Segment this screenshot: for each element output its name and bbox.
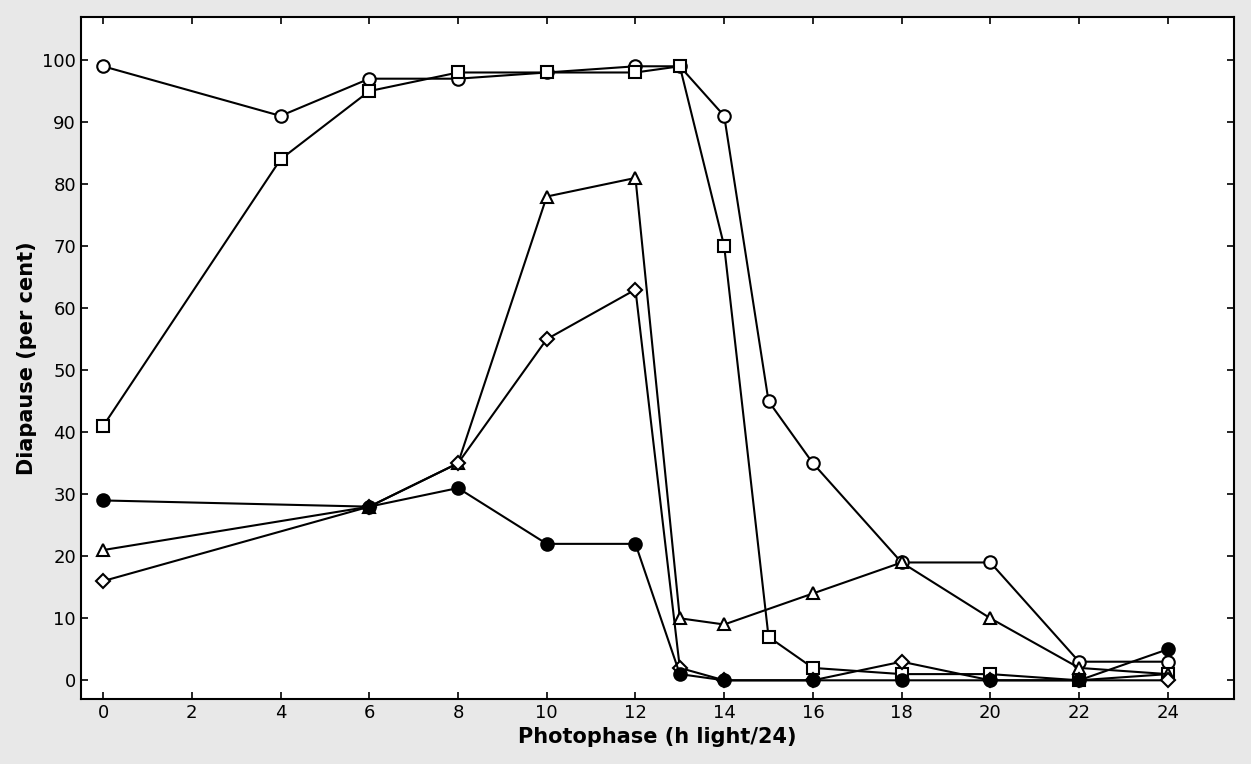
X-axis label: Photophase (h light/24): Photophase (h light/24): [518, 727, 797, 747]
Y-axis label: Diapause (per cent): Diapause (per cent): [16, 241, 36, 474]
